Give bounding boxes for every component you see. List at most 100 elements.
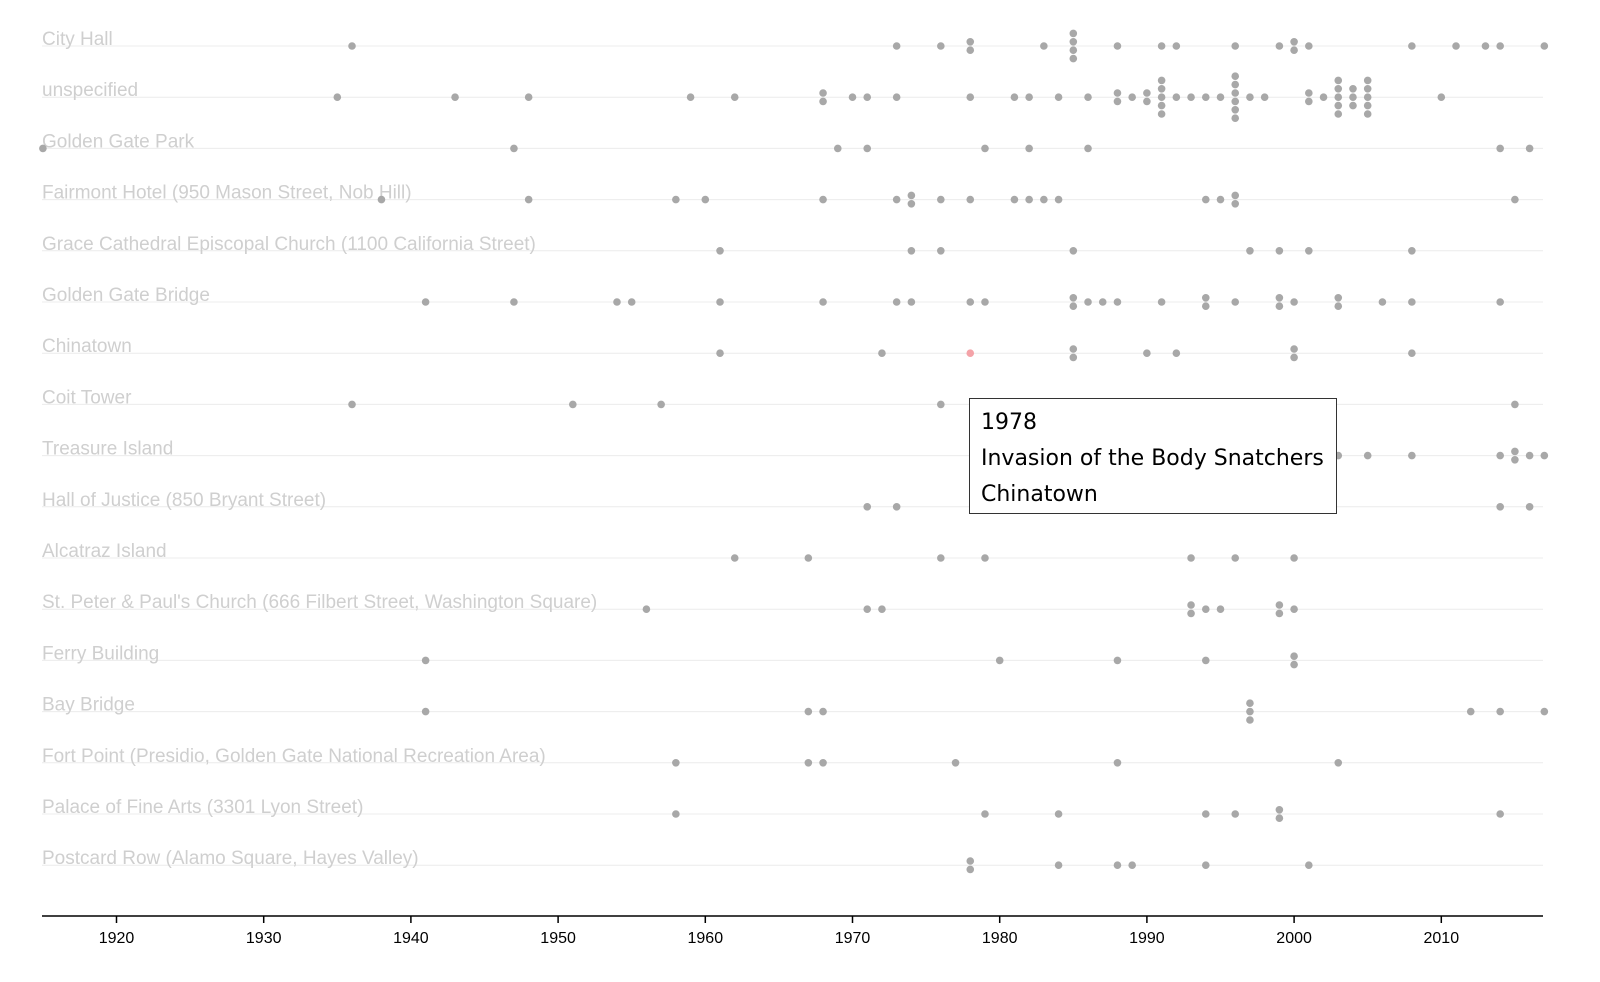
data-point: [348, 42, 356, 50]
data-point: [966, 865, 975, 874]
data-point: [804, 759, 813, 767]
data-point: [1408, 451, 1416, 460]
data-point: [1349, 101, 1357, 110]
data-point: [1084, 298, 1092, 306]
data-point: [1275, 302, 1284, 311]
x-axis-tick-label: 1970: [835, 930, 871, 947]
row-label: Treasure Island: [42, 439, 173, 460]
data-point: [1113, 861, 1122, 869]
data-point: [1216, 93, 1225, 101]
data-point: [1290, 46, 1298, 54]
row-label: Chinatown: [42, 336, 132, 357]
data-point: [863, 605, 872, 613]
data-point: [1496, 810, 1504, 818]
data-point: [1246, 93, 1254, 101]
data-point: [966, 298, 975, 306]
data-point: [1437, 93, 1446, 101]
row-label: City Hall: [42, 29, 113, 50]
x-axis-tick-label: 2010: [1424, 930, 1460, 947]
data-point: [1525, 451, 1534, 460]
data-point: [804, 707, 813, 716]
data-point: [1246, 716, 1254, 724]
data-point: [1408, 349, 1416, 358]
data-point: [907, 298, 916, 306]
data-point: [1143, 349, 1151, 358]
row-label: Ferry Building: [42, 643, 159, 664]
data-point: [524, 93, 533, 101]
data-point: [510, 144, 518, 153]
data-point: [1363, 93, 1372, 101]
data-point: [1069, 345, 1078, 353]
data-point: [1511, 456, 1519, 464]
data-point: [937, 42, 945, 50]
data-point: [524, 195, 533, 204]
x-axis-tick-label: 1980: [982, 930, 1018, 947]
data-point: [672, 759, 680, 767]
data-point: [878, 349, 886, 358]
data-point: [421, 298, 430, 306]
row-label: Golden Gate Bridge: [42, 285, 210, 306]
data-point: [1334, 759, 1343, 767]
data-point: [1290, 298, 1298, 306]
data-point: [1231, 80, 1240, 89]
data-point: [1113, 298, 1122, 306]
data-point: [1246, 247, 1254, 255]
x-axis-tick-label: 1930: [246, 930, 282, 947]
data-point: [995, 656, 1004, 665]
data-point: [701, 195, 710, 204]
x-axis-tick-label: 1920: [99, 930, 135, 947]
data-point: [1334, 93, 1343, 101]
data-point: [1246, 699, 1254, 707]
data-point: [1334, 294, 1343, 302]
data-point: [892, 503, 901, 511]
data-point: [937, 400, 945, 409]
data-point: [1334, 76, 1343, 85]
row-label: Fort Point (Presidio, Golden Gate Nation…: [42, 746, 546, 767]
data-point: [1187, 609, 1195, 618]
data-point: [1290, 554, 1298, 562]
row-label: Hall of Justice (850 Bryant Street): [42, 490, 326, 511]
data-point: [1231, 298, 1240, 306]
data-point: [1040, 195, 1048, 204]
data-point: [1290, 652, 1298, 660]
data-point: [1319, 93, 1328, 101]
data-point: [1260, 93, 1269, 101]
data-point: [1363, 110, 1372, 118]
data-point: [1305, 861, 1313, 869]
data-point: [1481, 42, 1490, 50]
x-axis-tick-label: 1950: [540, 930, 576, 947]
data-point: [907, 247, 916, 255]
row-label: Palace of Fine Arts (3301 Lyon Street): [42, 797, 363, 818]
data-point: [804, 554, 813, 562]
data-point: [951, 759, 960, 767]
data-point: [1157, 298, 1166, 306]
data-point: [819, 298, 827, 306]
data-point: [730, 93, 739, 101]
data-point: [1540, 707, 1549, 716]
data-point: [1334, 302, 1343, 311]
data-point: [1231, 97, 1240, 106]
data-point: [377, 195, 386, 204]
data-point: [1113, 97, 1122, 106]
x-axis-tick-label: 1960: [688, 930, 724, 947]
row-label: St. Peter & Paul's Church (666 Filbert S…: [42, 592, 597, 613]
data-point: [1496, 298, 1504, 306]
data-point: [1511, 400, 1519, 409]
data-point: [1010, 93, 1019, 101]
data-point: [1363, 85, 1372, 93]
data-point: [1216, 195, 1225, 204]
data-point: [1305, 89, 1313, 97]
data-point: [966, 857, 975, 865]
data-point: [966, 93, 975, 101]
data-point: [1084, 93, 1092, 101]
data-point: [819, 97, 827, 106]
data-point: [510, 298, 518, 306]
data-point: [1540, 42, 1549, 50]
data-point: [1201, 605, 1210, 613]
data-point: [819, 707, 827, 716]
data-point: [1349, 85, 1357, 93]
data-point: [1113, 656, 1122, 665]
data-point: [907, 191, 916, 200]
data-point: [627, 298, 636, 306]
